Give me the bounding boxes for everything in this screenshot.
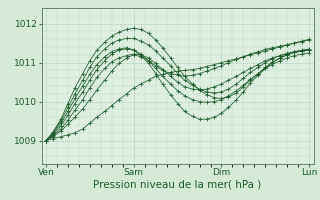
- X-axis label: Pression niveau de la mer( hPa ): Pression niveau de la mer( hPa ): [93, 180, 262, 190]
